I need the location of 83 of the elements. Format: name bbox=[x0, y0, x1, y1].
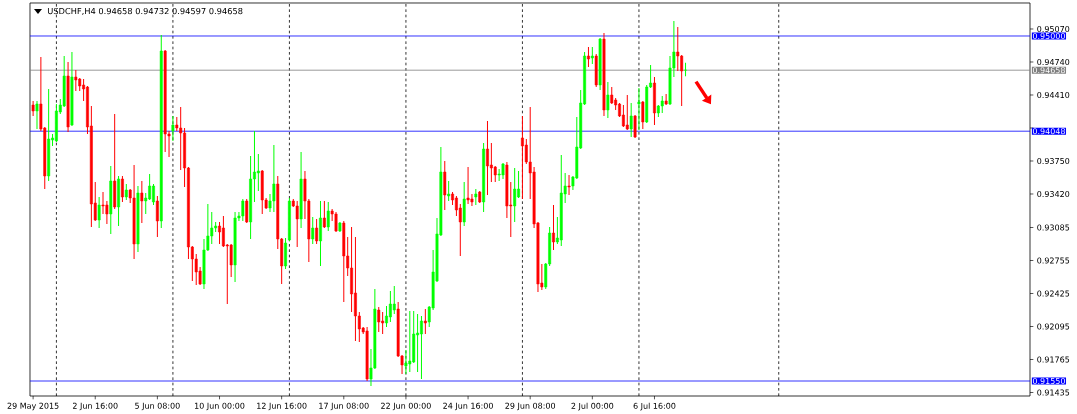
y-tick-label: 0.93085 bbox=[1037, 224, 1070, 231]
candlestick bbox=[637, 87, 641, 131]
y-tick-label: 0.92095 bbox=[1037, 323, 1070, 330]
x-tick-label: 29 May 2015 bbox=[7, 402, 59, 411]
candlestick bbox=[385, 305, 388, 328]
x-tick-label: 17 Jun 08:00 bbox=[319, 402, 369, 411]
candlestick bbox=[74, 69, 78, 92]
candlestick bbox=[155, 195, 159, 238]
candlestick bbox=[462, 181, 466, 227]
candlestick bbox=[664, 93, 668, 106]
x-tick-label: 6 Jul 16:00 bbox=[633, 402, 676, 411]
candlestick bbox=[587, 46, 590, 68]
candlestick bbox=[256, 153, 260, 192]
candlestick bbox=[121, 175, 124, 203]
candlestick bbox=[466, 166, 470, 205]
candlestick bbox=[641, 100, 645, 130]
candlestick bbox=[179, 106, 183, 171]
x-tick-label: 24 Jun 16:00 bbox=[443, 402, 493, 411]
text: USDCHF,H4 0.94658 0.94732 0.94597 0.94658 bbox=[47, 7, 243, 16]
candlestick bbox=[101, 191, 105, 215]
candlestick bbox=[31, 100, 35, 117]
candlestick bbox=[629, 102, 633, 138]
y-tick-label: 0.91765 bbox=[1037, 356, 1070, 363]
candlestick bbox=[633, 114, 637, 139]
y-tick-label: 0.94410 bbox=[1037, 91, 1070, 99]
candlestick bbox=[625, 94, 629, 131]
candlestick bbox=[221, 215, 225, 248]
candlestick bbox=[148, 173, 152, 201]
candlestick bbox=[676, 26, 680, 72]
y-tick-label: 0.94740 bbox=[1037, 58, 1070, 66]
candlestick bbox=[513, 167, 517, 223]
y-tick-label: 0.92425 bbox=[1037, 290, 1070, 297]
ref-line-label: 0.94658 bbox=[1032, 67, 1065, 74]
candlestick bbox=[97, 196, 101, 229]
candlestick bbox=[423, 308, 427, 335]
y-tick-label: 0.93420 bbox=[1037, 190, 1070, 198]
x-tick-label: 22 Jun 00:00 bbox=[381, 402, 431, 411]
candlestick bbox=[354, 236, 357, 342]
candlestick bbox=[443, 160, 447, 211]
candlestick bbox=[326, 201, 330, 232]
candlestick bbox=[319, 200, 322, 267]
candlestick bbox=[295, 200, 299, 248]
candlestick bbox=[521, 115, 524, 200]
candlestick bbox=[140, 180, 144, 224]
candlestick bbox=[388, 290, 392, 323]
candlestick bbox=[171, 115, 175, 142]
candlestick bbox=[408, 310, 412, 373]
ref-line-label: 0.94048 bbox=[1032, 128, 1065, 135]
candlestick bbox=[552, 204, 555, 251]
candlestick bbox=[35, 100, 39, 130]
x-tick-label: 2 Jun 16:00 bbox=[72, 402, 118, 411]
y-tick-label: 0.93750 bbox=[1037, 157, 1070, 165]
candlestick bbox=[377, 306, 381, 333]
x-tick-label: 12 Jun 16:00 bbox=[257, 402, 307, 411]
candlestick bbox=[311, 216, 315, 245]
x-tick-label: 2 Jul 00:00 bbox=[571, 402, 614, 411]
y-tick-label: 0.95070 bbox=[1037, 25, 1070, 33]
candlestick bbox=[218, 221, 221, 245]
y-tick-label: 0.91435 bbox=[1037, 389, 1070, 396]
candlestick bbox=[322, 200, 326, 229]
candlestick bbox=[606, 81, 610, 119]
candlestick bbox=[684, 62, 687, 77]
candlestick bbox=[489, 142, 493, 183]
candlestick bbox=[680, 54, 684, 107]
candlestick bbox=[567, 174, 571, 196]
candlestick bbox=[272, 144, 276, 213]
candlestick bbox=[486, 120, 489, 196]
ref-line-label: 0.95000 bbox=[1032, 32, 1065, 40]
candlestick bbox=[241, 198, 245, 222]
candlestick bbox=[416, 313, 420, 373]
ref-line-label: 0.91550 bbox=[1032, 377, 1065, 385]
candlestick bbox=[420, 315, 423, 380]
x-tick-label: 5 Jun 08:00 bbox=[135, 402, 180, 411]
candlestick bbox=[392, 285, 396, 315]
x-tick-label: 10 Jun 00:00 bbox=[194, 402, 245, 411]
candlestick bbox=[152, 183, 155, 206]
candlestick bbox=[381, 311, 385, 335]
x-tick-label: 29 Jun 08:00 bbox=[505, 402, 556, 411]
candlestick bbox=[315, 218, 319, 245]
candlestick bbox=[447, 180, 451, 202]
candlestick bbox=[245, 198, 249, 224]
candlestick bbox=[284, 237, 287, 270]
y-tick-label: 0.92755 bbox=[1037, 257, 1070, 264]
